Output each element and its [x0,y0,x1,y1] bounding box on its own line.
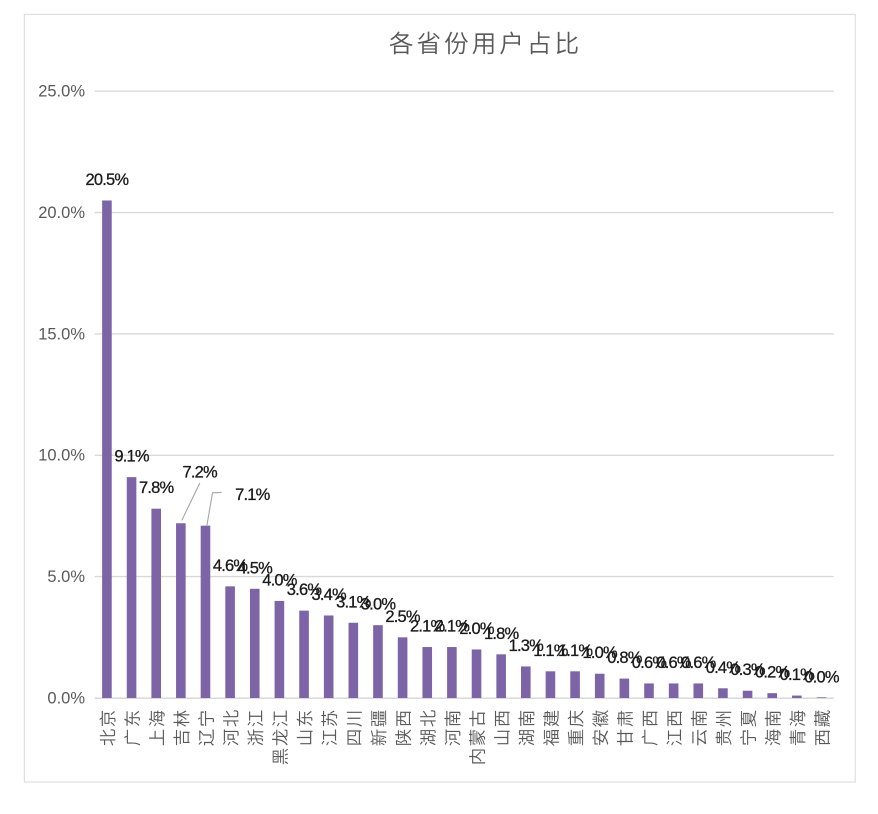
svg-text:1.8%: 1.8% [484,625,520,643]
svg-text:7.1%: 7.1% [235,486,271,504]
svg-text:1.1%: 1.1% [533,642,569,660]
svg-text:0.8%: 0.8% [607,649,643,667]
svg-text:0.6%: 0.6% [656,654,692,672]
svg-text:3.4%: 3.4% [311,586,347,604]
svg-text:0.6%: 0.6% [681,654,717,672]
svg-text:9.1%: 9.1% [114,448,150,466]
svg-text:5.0%: 5.0% [47,568,85,586]
svg-text:15.0%: 15.0% [38,325,85,343]
svg-text:20.0%: 20.0% [38,204,85,222]
svg-text:0.4%: 0.4% [706,659,742,677]
svg-text:7.2%: 7.2% [182,464,218,482]
svg-text:0.0%: 0.0% [47,689,85,707]
svg-text:2.1%: 2.1% [410,618,446,636]
svg-text:4.6%: 4.6% [213,557,249,575]
svg-text:0.6%: 0.6% [632,654,668,672]
svg-text:0.3%: 0.3% [730,661,766,679]
svg-text:4.0%: 4.0% [262,571,298,589]
svg-text:0.1%: 0.1% [780,666,816,684]
svg-text:25.0%: 25.0% [38,83,85,101]
svg-text:20.5%: 20.5% [86,171,130,189]
svg-text:4.5%: 4.5% [238,559,274,577]
svg-text:10.0%: 10.0% [38,447,85,465]
svg-text:7.8%: 7.8% [139,479,175,497]
svg-text:0.2%: 0.2% [755,664,791,682]
svg-text:1.0%: 1.0% [582,644,618,662]
svg-text:2.1%: 2.1% [435,618,471,636]
svg-text:1.1%: 1.1% [558,642,594,660]
svg-text:3.6%: 3.6% [287,581,323,599]
svg-text:0.0%: 0.0% [804,669,840,687]
svg-text:2.0%: 2.0% [459,620,495,638]
svg-text:3.1%: 3.1% [336,593,372,611]
svg-text:1.3%: 1.3% [509,637,545,655]
svg-text:3.0%: 3.0% [361,596,397,614]
svg-text:2.5%: 2.5% [385,608,421,626]
